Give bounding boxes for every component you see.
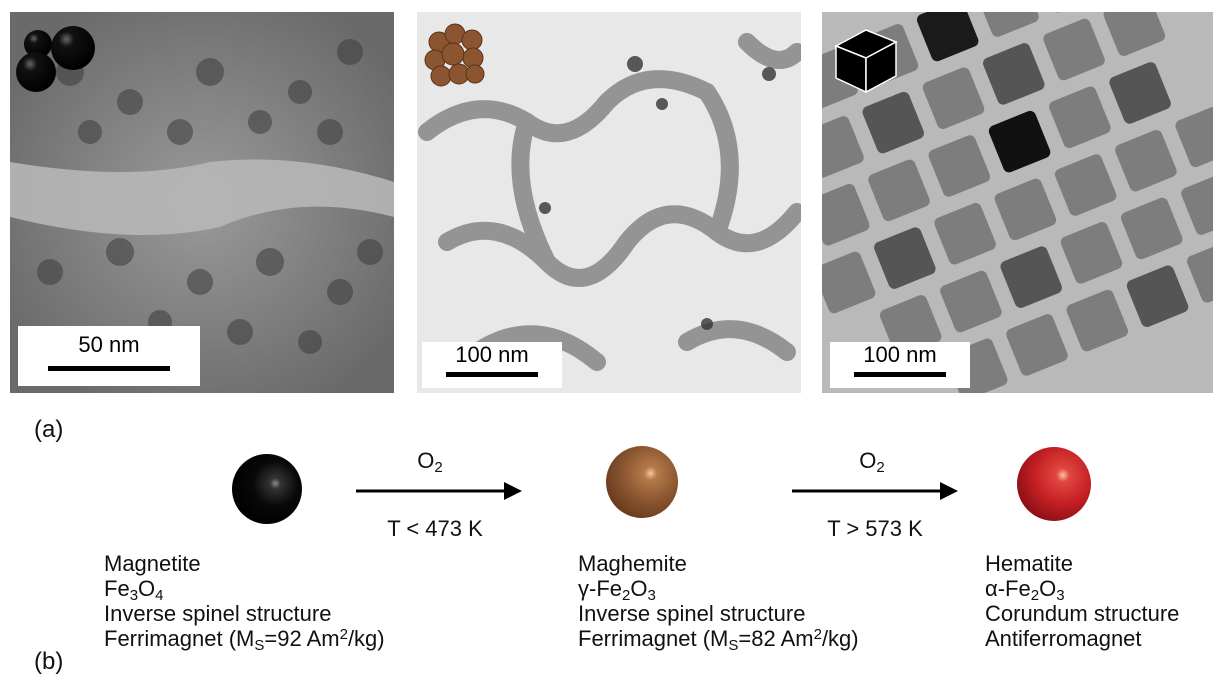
tem-micrograph [417,12,801,393]
phase-formula: Fe3O4 [104,576,164,604]
phase-name: Maghemite [578,551,687,576]
arrow2-condition: T > 573 K [827,516,923,541]
scale-bar-box: 100 nm [830,342,970,388]
scale-bar-label: 100 nm [863,342,937,367]
arrow-icon [792,482,958,500]
tem-image-magnetite-spheres: 50 nm [10,12,394,393]
phase-magnetism: Antiferromagnet [985,626,1142,651]
scale-bar [854,372,946,377]
magnetite-sphere [232,454,302,524]
panel-label-b: (b) [34,648,64,675]
phase-structure: Inverse spinel structure [104,601,332,626]
scale-bar-label: 100 nm [455,342,529,367]
phase-magnetism: Ferrimagnet (MS=92 Am2/kg) [104,626,385,654]
tem-micrograph [822,12,1213,393]
tem-image-hematite-cubes: 100 nm [822,12,1213,393]
arrow1-condition: T < 473 K [387,516,483,541]
scale-bar [48,366,170,371]
arrow1-reagent: O2 [417,448,443,476]
scale-bar-label: 50 nm [78,332,140,357]
scale-bar [446,372,538,377]
phase-structure: Inverse spinel structure [578,601,806,626]
particle-chains [418,33,801,371]
scale-bar-box: 50 nm [18,326,200,386]
phase-name: Magnetite [104,551,201,576]
phase-formula: γ-Fe2O3 [578,576,656,604]
phase-formula: α-Fe2O3 [985,576,1065,604]
maghemite-description: Maghemite γ-Fe2O3 Inverse spinel structu… [578,551,859,654]
panel-label-a: (a) [34,416,64,443]
phase-name: Hematite [985,551,1074,576]
cube-grid [822,12,1213,393]
three-spheres-icon [16,26,95,92]
hematite-sphere [1017,447,1091,521]
arrow-icon [356,482,522,500]
phase-structure: Corundum structure [985,601,1180,626]
scale-bar-box: 100 nm [422,342,562,388]
hematite-description: Hematite α-Fe2O3 Corundum structure Anti… [985,551,1179,651]
maghemite-sphere [606,446,678,518]
phase-magnetism: Ferrimagnet (MS=82 Am2/kg) [578,626,859,654]
magnetite-description: Magnetite Fe3O4 Inverse spinel structure… [104,551,385,654]
flower-cluster-icon [424,23,485,87]
arrow2-reagent: O2 [859,448,885,476]
tem-image-maghemite-flowers: 100 nm [417,12,801,393]
cube-icon [834,29,898,94]
